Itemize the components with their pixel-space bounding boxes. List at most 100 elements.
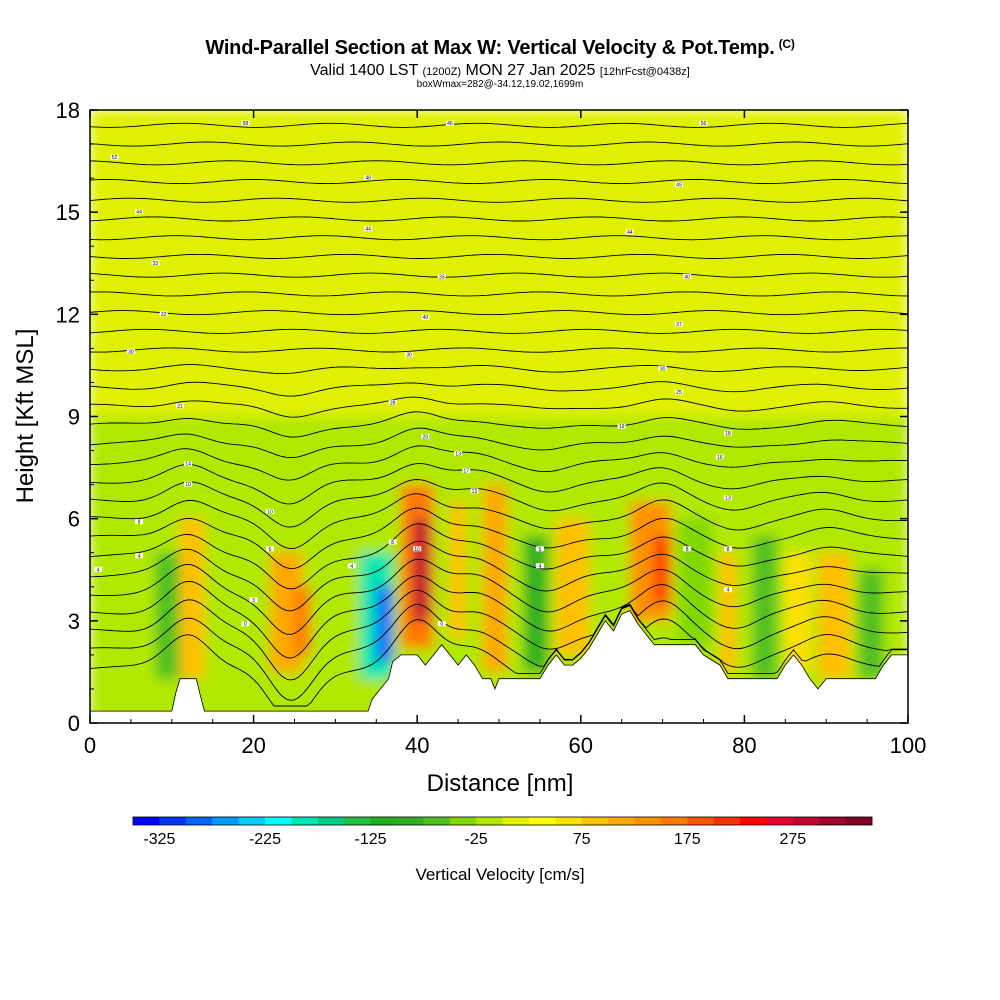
contour-label-bg	[388, 539, 397, 545]
contour-label-text: 40	[684, 274, 690, 280]
contour-label: 48	[364, 175, 373, 182]
theta-contour	[90, 479, 908, 528]
theta-contour	[90, 328, 908, 334]
theta-contour	[90, 347, 908, 353]
theta-contour	[90, 523, 908, 590]
w-cell	[449, 501, 467, 638]
contour-label-text: 13	[455, 451, 461, 457]
y-tick-label: 15	[56, 200, 80, 225]
contour-label: 13	[470, 488, 479, 495]
contour-label-text: 8	[391, 540, 394, 546]
colorbar-swatch	[185, 817, 213, 825]
contour-label: 30	[658, 365, 667, 372]
contour-label-bg	[347, 563, 356, 569]
contour-label-bg	[388, 399, 397, 405]
theta-contour	[90, 364, 908, 375]
w-cell	[719, 552, 737, 672]
colorbar-tick-label: 175	[674, 831, 701, 848]
theta-contour	[90, 396, 908, 418]
theta-contour	[90, 291, 908, 297]
y-tick-label: 9	[68, 405, 80, 430]
contour-label: 19	[617, 423, 626, 430]
w-cell	[90, 110, 908, 417]
theta-contour	[90, 540, 908, 612]
contour-label-text: 0	[244, 622, 247, 628]
contour-label-text: 4	[97, 567, 100, 573]
contour-label-bg	[265, 546, 274, 552]
contour-label: 58	[241, 120, 250, 127]
chart-title-text: Wind-Parallel Section at Max W: Vertical…	[205, 37, 775, 59]
contour-label-text: 40	[423, 315, 429, 321]
valid-time: Valid 1400 LST (1200Z) MON 27 Jan 2025 […	[0, 62, 1000, 80]
theta-contour	[90, 575, 908, 659]
contour-label-text: 4	[138, 554, 141, 560]
colorbar-swatch	[159, 817, 187, 825]
contour-label-text: 52	[112, 155, 118, 161]
theta-contour	[90, 381, 908, 397]
colorbar-swatch	[766, 817, 794, 825]
contour-label: 10	[413, 546, 422, 553]
contour-label-bg	[674, 321, 683, 327]
colorbar-swatch	[740, 817, 767, 825]
contour-label: 30	[405, 352, 414, 359]
x-tick-label: 60	[569, 733, 593, 758]
contour-label-bg	[364, 226, 373, 232]
contour-label-bg	[462, 467, 471, 473]
y-tick-label: 6	[68, 507, 80, 532]
contour-label-text: 48	[365, 176, 371, 182]
colorbar-swatch	[291, 817, 319, 825]
w-cell	[294, 586, 311, 655]
w-cell	[818, 552, 851, 679]
colorbar-swatch	[449, 817, 477, 825]
contour-label-bg	[135, 209, 144, 215]
contour-label: 56	[699, 120, 708, 127]
contour-label: 3	[249, 597, 258, 604]
contour-label-bg	[724, 546, 733, 552]
theta-contour	[90, 216, 908, 222]
y-tick-label: 18	[56, 98, 80, 123]
contour-label-bg	[175, 403, 184, 409]
contour-label: 32	[159, 311, 168, 318]
contour-label: 5	[535, 546, 544, 553]
colorbar-tick-label: -325	[143, 831, 175, 848]
contour-label-text: 10	[414, 547, 420, 553]
w-cell	[752, 535, 778, 679]
contour-label-bg	[470, 488, 479, 494]
contour-label-bg	[94, 566, 103, 572]
contour-label-text: 56	[701, 121, 707, 127]
contour-label-text: 0	[440, 622, 443, 628]
contour-label: 0	[437, 621, 446, 628]
terrain-mask	[90, 610, 908, 723]
contour-label-bg	[674, 389, 683, 395]
contour-label: 0	[241, 621, 250, 628]
contour-label-text: 10	[267, 509, 273, 515]
contour-label: 25	[674, 389, 683, 396]
colorbar-swatch	[133, 817, 160, 825]
colorbar-swatch	[528, 817, 556, 825]
valid-date: MON 27 Jan 2025	[465, 62, 596, 79]
contour-label-bg	[674, 181, 683, 187]
contour-label: 52	[110, 154, 119, 161]
contour-label-text: 46	[447, 121, 453, 127]
w-cell	[179, 518, 205, 679]
contour-label-text: 28	[390, 400, 396, 406]
contour-label-bg	[658, 365, 667, 371]
contour-label-text: 10	[185, 482, 191, 488]
contour-label-bg	[683, 273, 692, 279]
contour-label-text: 30	[128, 349, 134, 355]
theta-contour	[90, 558, 908, 635]
contour-label-bg	[724, 430, 733, 436]
colorbar-swatch	[608, 817, 635, 825]
contour-label-bg	[699, 120, 708, 126]
y-axis-title: Height [Kft MSL]	[12, 329, 39, 504]
contour-label-bg	[249, 597, 258, 603]
theta-contour	[90, 493, 908, 550]
colorbar-swatch	[238, 817, 266, 825]
contour-label-bg	[437, 621, 446, 627]
contour-label-text: 33	[439, 274, 445, 280]
contour-label: 18	[724, 430, 733, 437]
contour-label-text: 6	[269, 547, 272, 553]
contour-label: 46	[445, 120, 454, 127]
